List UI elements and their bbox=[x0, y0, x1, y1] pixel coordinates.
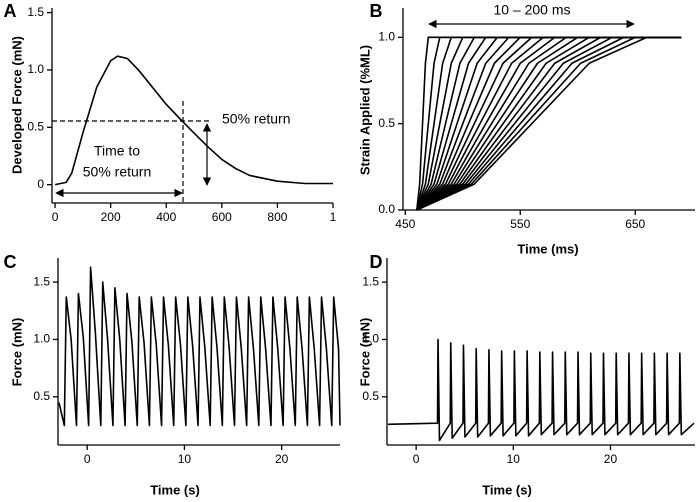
x-tick-label: 650 bbox=[625, 217, 645, 231]
x-tick-label: 1 bbox=[330, 210, 337, 224]
y-tick-label: 1.0 bbox=[378, 30, 395, 44]
x-tick-label: 0 bbox=[52, 210, 59, 224]
y-tick-label: 0.5 bbox=[33, 389, 50, 403]
x-tick-label: 20 bbox=[275, 452, 289, 466]
panel-label: D bbox=[370, 252, 383, 272]
x-tick-label: 10 bbox=[507, 452, 521, 466]
x-tick-label: 20 bbox=[604, 452, 618, 466]
trace bbox=[416, 36, 682, 211]
trace bbox=[58, 266, 341, 427]
x-tick-label: 0 bbox=[84, 452, 91, 466]
trace bbox=[54, 55, 333, 186]
y-tick-label: 1.5 bbox=[33, 274, 50, 288]
x-tick-label: 450 bbox=[395, 217, 415, 231]
y-axis-label: Developed Force (mN) bbox=[9, 36, 24, 174]
trace bbox=[416, 36, 682, 211]
panel-label: A bbox=[4, 1, 17, 21]
y-axis-label: Strain Applied (%ML) bbox=[357, 45, 372, 175]
y-tick-label: 0.5 bbox=[27, 119, 44, 133]
y-tick-label: 0.5 bbox=[362, 389, 379, 403]
annotation: Time to bbox=[94, 143, 140, 159]
x-tick-label: 0 bbox=[413, 452, 420, 466]
x-axis-label: Time (ms) bbox=[517, 241, 578, 256]
y-axis-label: Force (mN) bbox=[9, 318, 24, 387]
x-tick-label: 550 bbox=[510, 217, 530, 231]
y-tick-label: 1.5 bbox=[27, 5, 44, 19]
annotation: 10 – 200 ms bbox=[493, 2, 570, 18]
x-tick-label: 400 bbox=[156, 210, 176, 224]
y-axis-label: Force (mN) bbox=[357, 318, 372, 387]
y-tick-label: 0 bbox=[37, 177, 44, 191]
x-axis-label: Time (s) bbox=[482, 482, 532, 497]
trace bbox=[416, 36, 682, 211]
x-tick-label: 10 bbox=[178, 452, 192, 466]
x-tick-label: 800 bbox=[267, 210, 287, 224]
y-tick-label: 1.0 bbox=[27, 62, 44, 76]
x-axis-label: Time (s) bbox=[150, 482, 200, 497]
y-tick-label: 0.0 bbox=[378, 202, 395, 216]
y-tick-label: 1.0 bbox=[362, 332, 379, 346]
y-tick-label: 0.5 bbox=[378, 116, 395, 130]
annotation: 50% return bbox=[222, 111, 290, 127]
x-tick-label: 600 bbox=[212, 210, 232, 224]
panel-label: B bbox=[370, 1, 383, 21]
panel-label: C bbox=[4, 252, 17, 272]
y-tick-label: 1.5 bbox=[362, 274, 379, 288]
annotation: 50% return bbox=[83, 164, 151, 180]
trace bbox=[387, 338, 695, 442]
x-tick-label: 200 bbox=[101, 210, 121, 224]
y-tick-label: 1.0 bbox=[33, 332, 50, 346]
